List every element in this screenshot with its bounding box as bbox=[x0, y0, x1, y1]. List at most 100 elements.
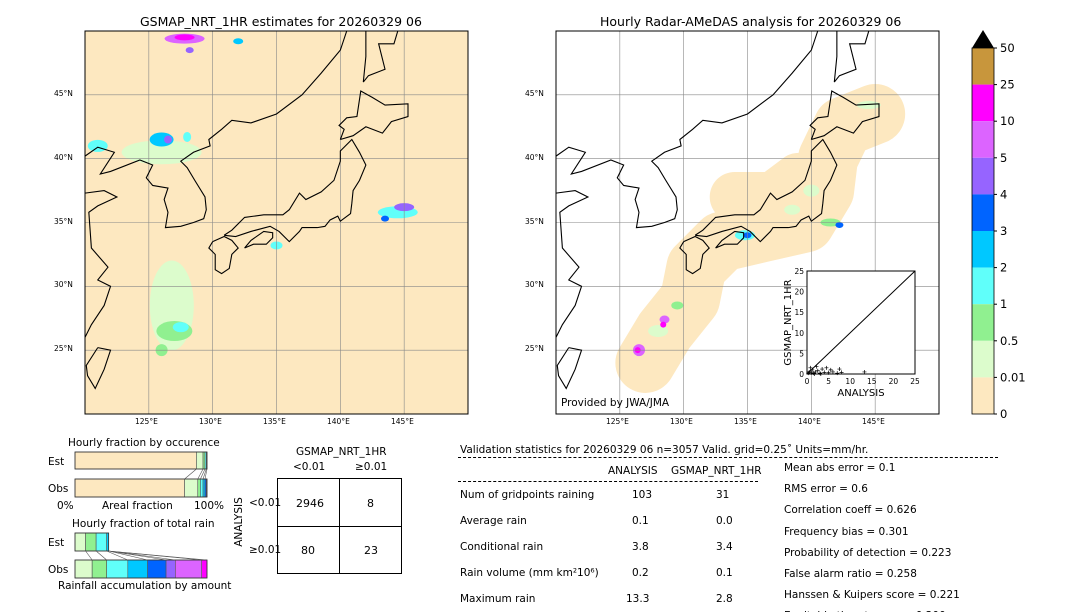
map-frame bbox=[555, 30, 940, 415]
lat-tick: 35°N bbox=[54, 216, 73, 226]
stat-gsmap: 0.0 bbox=[716, 515, 733, 527]
est-label: Est bbox=[48, 456, 65, 468]
scatter-point bbox=[807, 369, 812, 374]
xmin-label: 0% bbox=[57, 500, 74, 512]
cell: 23 bbox=[364, 544, 378, 557]
analysis-axis-label: ANALYSIS bbox=[232, 497, 245, 547]
scatter-xlabel: ANALYSIS bbox=[837, 388, 884, 399]
colorbar-label: 25 bbox=[1000, 78, 1015, 92]
colorbar-segment bbox=[972, 194, 994, 231]
rain-area bbox=[121, 140, 202, 165]
connector bbox=[197, 468, 204, 480]
contingency-title: GSMAP_NRT_1HR bbox=[296, 446, 387, 458]
occurrence-title: Hourly fraction by occurence bbox=[68, 437, 220, 449]
areal-fraction-label: Areal fraction bbox=[102, 500, 173, 512]
scatter-point bbox=[820, 367, 825, 372]
scatter-point bbox=[835, 371, 840, 376]
row-label: ≥0.01 bbox=[249, 544, 282, 556]
map-frame bbox=[84, 30, 469, 415]
coastline bbox=[223, 138, 367, 243]
stat-gsmap: 31 bbox=[716, 489, 730, 501]
obs-label: Obs bbox=[48, 564, 69, 576]
obs-label: Obs bbox=[48, 483, 69, 495]
score-line: RMS error = 0.6 bbox=[784, 483, 868, 496]
connector bbox=[95, 550, 107, 561]
colorbar-segment bbox=[972, 48, 994, 85]
lon-tick: 125°E bbox=[135, 417, 158, 426]
rain-area bbox=[659, 315, 670, 324]
rain-area bbox=[381, 215, 390, 222]
col-label: <0.01 bbox=[293, 461, 326, 473]
fraction-segment bbox=[196, 451, 204, 470]
radar-coverage bbox=[709, 152, 824, 222]
rain-area bbox=[174, 34, 195, 41]
connector bbox=[204, 468, 208, 480]
lon-tick: 140°E bbox=[798, 417, 821, 426]
score-line: Equitable threat score = 0.200 bbox=[784, 610, 946, 612]
lat-tick: 30°N bbox=[54, 280, 73, 290]
colorbar-label: 0.01 bbox=[1000, 370, 1026, 384]
colorbar-label: 3 bbox=[1000, 224, 1007, 238]
xmax-label: 100% bbox=[194, 500, 225, 512]
x-tick: 15 bbox=[867, 377, 877, 386]
x-tick: 10 bbox=[845, 377, 855, 386]
scatter-point bbox=[839, 370, 844, 375]
credit-text: Provided by JWA/JMA bbox=[561, 397, 670, 409]
coastline bbox=[85, 347, 112, 390]
rain-area bbox=[671, 301, 684, 310]
fraction-segment bbox=[127, 559, 148, 579]
stat-analysis: 0.2 bbox=[632, 567, 649, 579]
scatter-point bbox=[808, 365, 813, 370]
scatter-point bbox=[822, 370, 827, 375]
bar-frame bbox=[74, 559, 208, 579]
lon-tick: 145°E bbox=[391, 417, 414, 426]
x-tick: 25 bbox=[910, 377, 920, 386]
connector bbox=[108, 550, 208, 561]
coastline bbox=[679, 235, 710, 275]
rain-area bbox=[185, 47, 194, 54]
lat-tick: 45°N bbox=[54, 89, 73, 98]
colorbar-label: 0.5 bbox=[1000, 334, 1018, 348]
connector bbox=[106, 550, 128, 561]
colorbar-segment bbox=[972, 231, 994, 268]
score-line: False alarm ratio = 0.258 bbox=[784, 568, 917, 580]
lon-tick: 145°E bbox=[862, 417, 885, 426]
fraction-segment bbox=[95, 532, 107, 552]
colorbar-label: 1 bbox=[1000, 297, 1007, 311]
connector bbox=[200, 468, 206, 480]
coastline bbox=[84, 30, 348, 229]
y-tick: 0 bbox=[799, 370, 804, 379]
lon-tick: 130°E bbox=[199, 417, 222, 426]
colorbar-label: 5 bbox=[1000, 151, 1007, 165]
coastline bbox=[809, 90, 880, 141]
y-tick: 20 bbox=[794, 288, 804, 297]
scatter-point bbox=[828, 367, 833, 372]
y-tick: 5 bbox=[799, 349, 804, 358]
stat-label: Conditional rain bbox=[460, 541, 544, 553]
x-tick: 5 bbox=[826, 377, 831, 386]
connector bbox=[85, 550, 93, 561]
scatter-point bbox=[813, 369, 818, 374]
fraction-segment bbox=[91, 559, 107, 579]
stat-gsmap: 3.4 bbox=[716, 541, 733, 553]
fraction-segment bbox=[147, 559, 167, 579]
fraction-segment bbox=[74, 478, 185, 498]
colorbar-segment bbox=[972, 340, 994, 378]
score-line: Probability of detection = 0.223 bbox=[784, 546, 952, 559]
colorbar-label: 10 bbox=[1000, 114, 1015, 128]
scatter-point bbox=[812, 372, 817, 376]
contingency-table: 2946 8 80 23 bbox=[277, 478, 402, 574]
scatter-point bbox=[817, 371, 822, 376]
colorbar-segment bbox=[972, 377, 994, 414]
coastline bbox=[555, 30, 819, 229]
left-map-title: GSMAP_NRT_1HR estimates for 20260329 06 bbox=[140, 14, 422, 29]
fraction-segment bbox=[184, 478, 199, 498]
connector bbox=[202, 468, 207, 480]
coastline bbox=[833, 30, 870, 83]
coastline bbox=[338, 90, 409, 141]
scatter-point bbox=[810, 367, 815, 372]
fraction-segment bbox=[165, 559, 176, 579]
scatter-point bbox=[862, 369, 867, 374]
radar-coverage bbox=[615, 83, 906, 393]
fraction-segment bbox=[74, 532, 86, 552]
